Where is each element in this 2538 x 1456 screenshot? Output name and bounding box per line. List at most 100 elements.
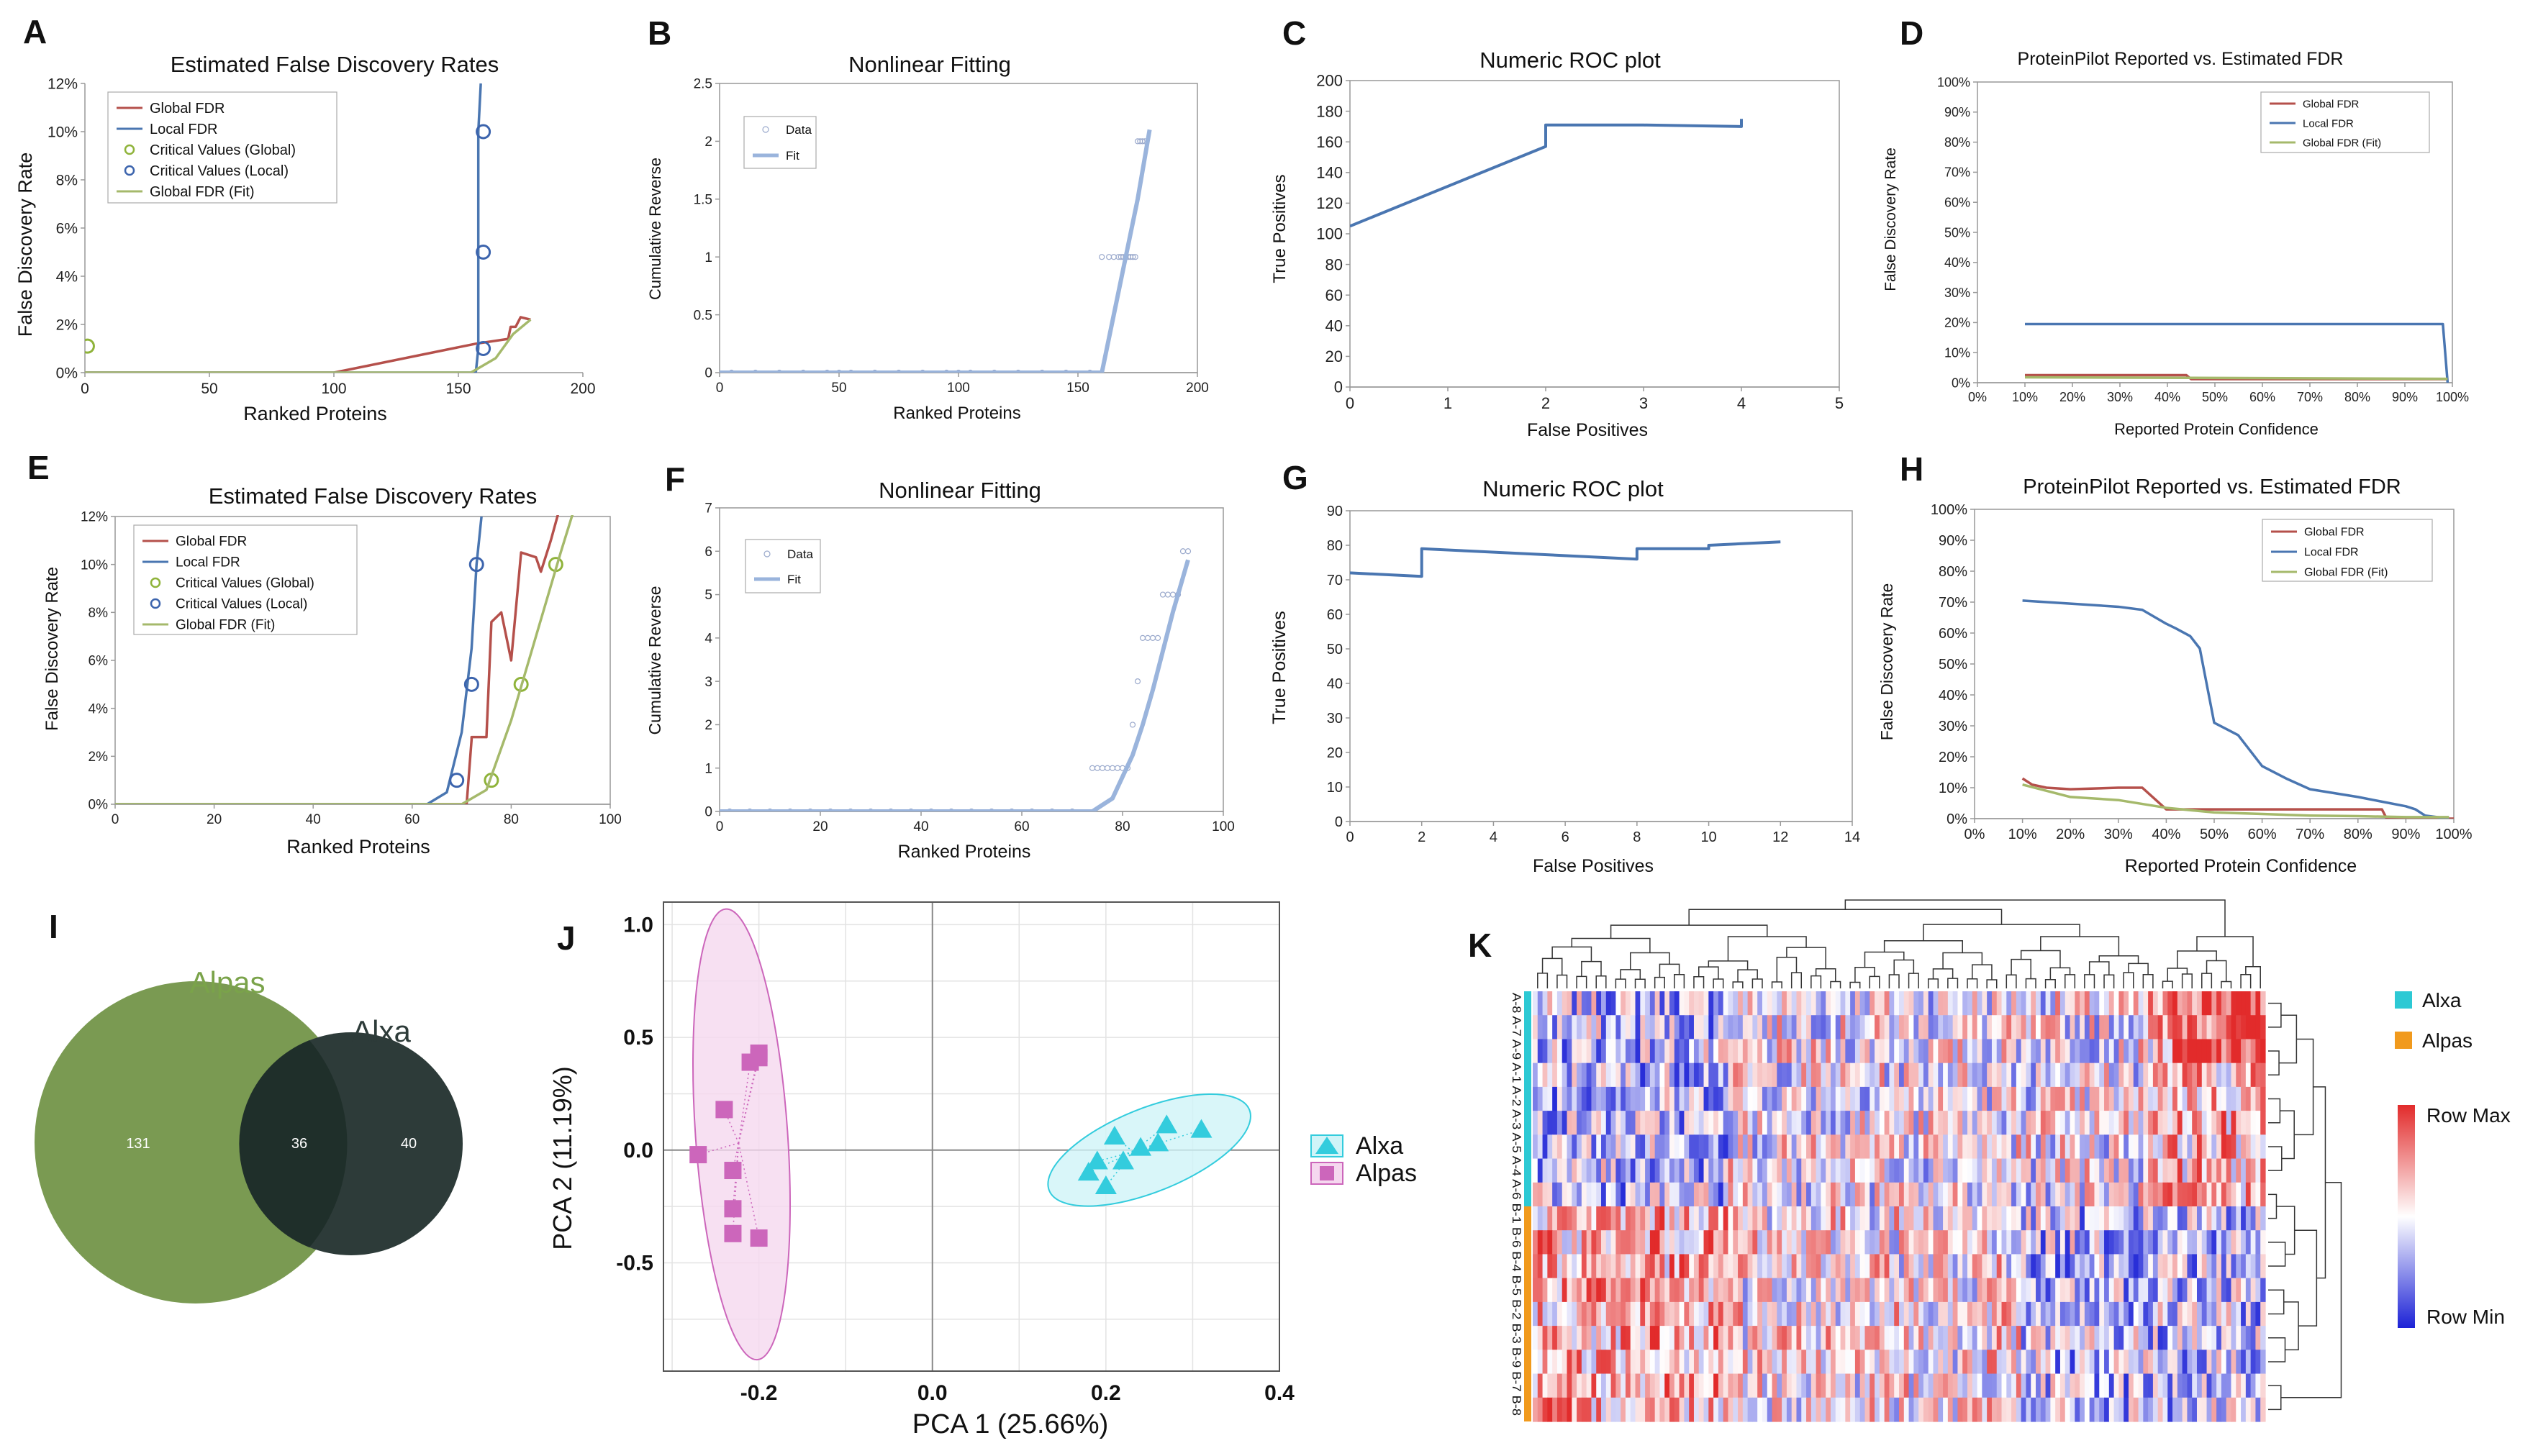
heatmap-cell	[1772, 1039, 1777, 1064]
heatmap-cell	[2177, 1015, 2183, 1040]
point-critical-values-local	[476, 245, 491, 260]
heatmap-cell	[2196, 1086, 2203, 1111]
heatmap-cell	[1581, 1086, 1587, 1111]
point-data	[746, 808, 753, 811]
heatmap-cell	[2094, 1397, 2100, 1422]
column-dendrogram-branch	[1927, 978, 1939, 988]
xlabel-b: Ranked Proteins	[893, 404, 1020, 423]
heatmap-cell	[2059, 1134, 2066, 1160]
heatmap-cell	[1689, 1086, 1695, 1111]
heatmap-cell	[1923, 1397, 1929, 1422]
heatmap-cell	[1806, 1134, 1812, 1160]
column-dendrogram-branch	[1610, 924, 1768, 939]
heatmap-cell	[1903, 1086, 1910, 1111]
row-dendrogram-branch	[2280, 1110, 2295, 1160]
point-data	[1028, 808, 1035, 811]
heatmap-cell	[2196, 1326, 2203, 1350]
column-dendrogram-branch	[1732, 981, 1744, 988]
heatmap-cell	[2021, 1015, 2027, 1040]
heatmap-cell	[2080, 1015, 2085, 1040]
heatmap-cell	[1605, 1134, 1612, 1160]
heatmap-cell	[2172, 1111, 2178, 1135]
heatmap-cell	[2089, 1301, 2095, 1327]
heatmap-cell	[2206, 1063, 2212, 1088]
heatmap-cell	[1957, 1063, 1963, 1088]
heatmap-cell	[1996, 1278, 2003, 1303]
venn-count-only-alxa: 40	[401, 1136, 417, 1152]
heatmap-cell	[1640, 1278, 1646, 1303]
heatmap-cell	[1723, 1373, 1729, 1398]
heatmap-cell	[1962, 1373, 1968, 1398]
heatmap-cell	[2045, 1301, 2051, 1327]
heatmap-cell	[1533, 1278, 1538, 1303]
heatmap-cell	[2040, 1254, 2047, 1279]
heatmap-cell	[1850, 1230, 1856, 1255]
heatmap-cell	[2152, 1015, 2159, 1040]
heatmap-cell	[1987, 1158, 1993, 1183]
point-alxa	[1147, 1132, 1169, 1152]
heatmap-cell	[1875, 1326, 1880, 1350]
heatmap-cell	[2143, 1182, 2149, 1207]
heatmap-cell	[1713, 1039, 1719, 1064]
heatmap-cell	[1967, 1397, 1973, 1422]
heatmap-cell	[1777, 1039, 1782, 1064]
heatmap-cell	[2094, 1063, 2100, 1088]
heatmap-cell	[2211, 1397, 2217, 1422]
heatmap-cell	[1854, 1086, 1861, 1111]
y-tick-label: 0%	[89, 798, 109, 813]
heatmap-cell	[1645, 1015, 1651, 1040]
heatmap-cell	[2148, 1039, 2154, 1064]
point-data	[867, 808, 874, 811]
heatmap-cell	[1777, 1350, 1782, 1375]
heatmap-cell	[2221, 1230, 2227, 1255]
heatmap-cell	[1738, 1254, 1744, 1279]
heatmap-cell	[1601, 1182, 1607, 1207]
heatmap-cell	[2162, 1206, 2168, 1231]
heatmap-cell	[1577, 1182, 1582, 1207]
heatmap-cell	[2182, 1158, 2188, 1183]
heatmap-cell	[1630, 1254, 1636, 1279]
heatmap-cell	[1810, 1086, 1817, 1111]
heatmap-cell	[1796, 1230, 1802, 1255]
heatmap-cell	[2226, 1111, 2232, 1135]
heatmap-cell	[1962, 1206, 1968, 1231]
heatmap-cell	[1991, 1350, 1998, 1375]
heatmap-cell	[2104, 1254, 2110, 1279]
heatmap-cell	[2245, 991, 2252, 1016]
point-alxa	[1103, 1126, 1125, 1145]
heatmap-cell	[2075, 1397, 2080, 1422]
heatmap-cell	[1957, 1397, 1963, 1422]
heatmap-cell	[2211, 1206, 2217, 1231]
heatmap-cell	[1923, 1254, 1929, 1279]
heatmap-cell	[1708, 1230, 1714, 1255]
heatmap-cell	[1806, 1111, 1812, 1135]
heatmap-cell	[1723, 1039, 1729, 1064]
heatmap-cell	[2118, 1015, 2124, 1040]
heatmap-cell	[1938, 1063, 1944, 1088]
heatmap-cell	[2108, 1206, 2115, 1231]
heatmap-cell	[1738, 1350, 1744, 1375]
heatmap-cell	[1669, 1015, 1675, 1040]
heatmap-cell	[1835, 1015, 1841, 1040]
heatmap-cell	[1840, 1015, 1846, 1040]
heatmap-cell	[2080, 1350, 2085, 1375]
legend-marker	[763, 550, 771, 558]
heatmap-cell	[2006, 1350, 2012, 1375]
heatmap-cell	[2250, 991, 2257, 1016]
heatmap-cell	[2201, 1301, 2208, 1327]
heatmap-cell	[1674, 1039, 1680, 1064]
heatmap-cell	[2201, 1373, 2208, 1398]
heatmap-cell	[1889, 1158, 1895, 1183]
heatmap-cell	[2045, 1278, 2051, 1303]
heatmap-cell	[1742, 1397, 1749, 1422]
heatmap-cell	[1859, 1015, 1866, 1040]
heatmap-cell	[1987, 1086, 1993, 1111]
heatmap-cell	[1698, 1326, 1705, 1350]
heatmap-cell	[2187, 1158, 2193, 1183]
heatmap-cell	[1918, 1111, 1924, 1135]
heatmap-cell	[1835, 1111, 1841, 1135]
heatmap-cell	[1733, 1373, 1739, 1398]
heatmap-cell	[2059, 1301, 2066, 1327]
heatmap-cell	[2124, 1015, 2129, 1040]
heatmap-cell	[2196, 1397, 2203, 1422]
